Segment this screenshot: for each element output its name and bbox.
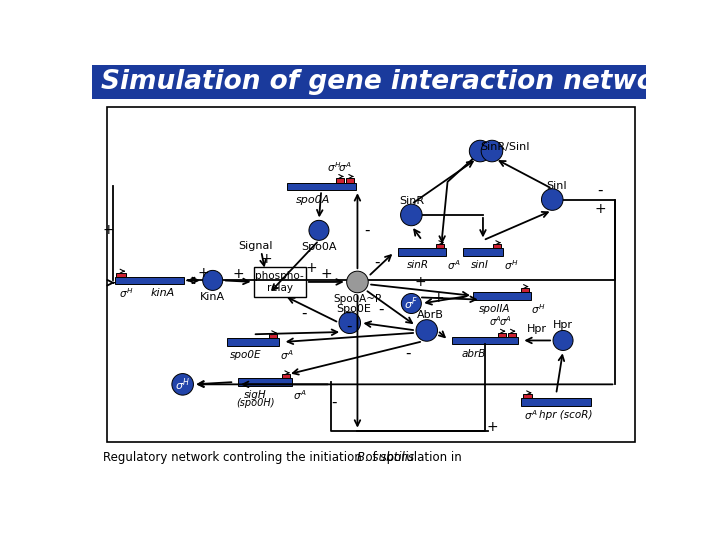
Text: abrB: abrB: [462, 348, 486, 359]
Text: Hpr: Hpr: [527, 324, 547, 334]
Text: Signal: Signal: [238, 241, 272, 251]
Text: $\sigma^H$: $\sigma^H$: [327, 160, 341, 174]
Bar: [287, 183, 356, 190]
Text: -: -: [405, 346, 410, 361]
Bar: [521, 288, 529, 292]
Text: -: -: [301, 306, 307, 321]
Text: $\sigma^A$: $\sigma^A$: [524, 408, 537, 422]
Text: +: +: [415, 275, 426, 289]
Text: $\sigma^A$: $\sigma^A$: [293, 388, 307, 402]
Text: -: -: [374, 255, 379, 270]
Circle shape: [203, 271, 222, 291]
Text: spo0E: spo0E: [230, 350, 261, 360]
Text: $\sigma^H$: $\sigma^H$: [531, 302, 546, 316]
Bar: [498, 333, 506, 336]
Text: $\sigma^H$: $\sigma^H$: [503, 258, 518, 272]
Text: SinR: SinR: [399, 196, 424, 206]
Text: sinR: sinR: [407, 260, 428, 270]
Text: Hpr: Hpr: [553, 320, 573, 330]
Text: $\sigma^A$: $\sigma^A$: [447, 258, 461, 272]
Circle shape: [172, 374, 194, 395]
Bar: [398, 248, 446, 256]
Bar: [452, 336, 518, 345]
Circle shape: [400, 204, 422, 226]
Text: $\sigma^H$: $\sigma^H$: [175, 376, 190, 393]
Text: Spo0E: Spo0E: [336, 304, 371, 314]
Text: +: +: [487, 420, 498, 434]
Bar: [238, 378, 292, 386]
Text: sinI: sinI: [471, 260, 489, 270]
Circle shape: [416, 320, 438, 341]
Text: +: +: [261, 252, 272, 266]
Text: -: -: [364, 223, 369, 238]
Text: +: +: [103, 222, 114, 237]
Bar: [282, 374, 290, 378]
Bar: [227, 338, 279, 346]
Circle shape: [541, 189, 563, 211]
Text: SinR/SinI: SinR/SinI: [480, 142, 530, 152]
Bar: [436, 244, 444, 248]
Text: AbrB: AbrB: [417, 310, 444, 320]
Text: -: -: [598, 183, 603, 198]
Circle shape: [553, 330, 573, 350]
Text: +: +: [197, 266, 210, 280]
Text: +: +: [594, 202, 606, 216]
Text: +: +: [305, 261, 317, 275]
Text: kinA: kinA: [150, 288, 175, 299]
Bar: [269, 334, 277, 338]
Text: +: +: [233, 267, 244, 281]
Text: Spo0A: Spo0A: [301, 242, 337, 252]
Text: $\sigma^A$: $\sigma^A$: [489, 314, 502, 328]
Bar: [253, 267, 306, 298]
Text: KinA: KinA: [200, 292, 225, 302]
Bar: [346, 178, 354, 183]
Text: sigH: sigH: [244, 390, 266, 400]
Bar: [117, 273, 126, 276]
Bar: [493, 244, 501, 248]
Text: -: -: [378, 301, 383, 316]
Bar: [115, 276, 184, 284]
Text: $\sigma^F$: $\sigma^F$: [405, 295, 418, 312]
Bar: [463, 248, 503, 256]
Circle shape: [481, 140, 503, 162]
Bar: [508, 333, 516, 336]
Circle shape: [346, 271, 368, 293]
Text: spoIIA: spoIIA: [479, 304, 510, 314]
Text: +: +: [433, 291, 444, 305]
Bar: [521, 398, 590, 406]
Text: Spo0A~P: Spo0A~P: [333, 294, 382, 304]
Bar: [336, 178, 344, 183]
Text: $\sigma^A$: $\sigma^A$: [280, 348, 293, 362]
Text: $\sigma^H$: $\sigma^H$: [120, 287, 134, 300]
Text: -: -: [346, 305, 351, 320]
Text: $\sigma^A$: $\sigma^A$: [499, 314, 512, 328]
Bar: [473, 292, 531, 300]
Text: +: +: [320, 267, 332, 281]
Text: Simulation of gene interaction networks: Simulation of gene interaction networks: [101, 69, 701, 94]
Circle shape: [469, 140, 491, 162]
Text: hpr (scoR): hpr (scoR): [539, 410, 592, 420]
Text: B. subtilis: B. subtilis: [357, 451, 415, 464]
Circle shape: [401, 294, 421, 314]
Text: -: -: [346, 319, 352, 334]
Text: Regulatory network controling the initiation of sporulation in: Regulatory network controling the initia…: [104, 451, 466, 464]
Circle shape: [339, 312, 361, 334]
Text: SinI: SinI: [546, 181, 567, 191]
Circle shape: [309, 220, 329, 240]
Text: spo0A: spo0A: [297, 194, 330, 205]
Bar: [92, 65, 647, 99]
Text: -: -: [332, 395, 337, 410]
Bar: [523, 394, 532, 398]
Text: (spo0H): (spo0H): [235, 398, 274, 408]
Text: phospho-
relay: phospho- relay: [256, 271, 304, 293]
Text: $\sigma^A$: $\sigma^A$: [338, 160, 351, 174]
Bar: [107, 107, 634, 442]
